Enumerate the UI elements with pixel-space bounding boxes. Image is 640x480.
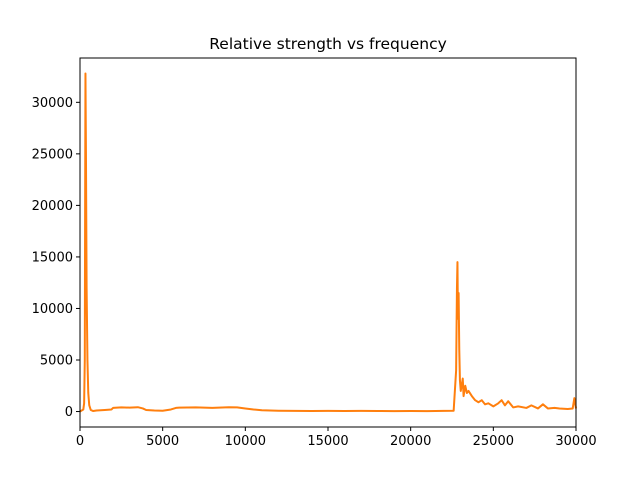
series-line-0 — [79, 72, 577, 413]
y-axis: 0 5000 10000 15000 20000 25000 30000 — [32, 96, 80, 420]
plot-area — [79, 72, 577, 413]
y-tick-label: 25000 — [32, 147, 73, 162]
x-tick-label: 30000 — [555, 434, 596, 449]
x-axis: 0 5000 10000 15000 20000 25000 30000 — [76, 427, 597, 449]
x-tick-label: 5000 — [146, 434, 179, 449]
x-tick-label: 25000 — [473, 434, 514, 449]
y-tick-label: 10000 — [32, 302, 73, 317]
y-tick-label: 0 — [65, 405, 73, 420]
chart-title: Relative strength vs frequency — [209, 35, 447, 53]
y-tick-label: 30000 — [32, 96, 73, 111]
x-tick-label: 0 — [76, 434, 84, 449]
x-tick-label: 10000 — [225, 434, 266, 449]
x-tick-label: 15000 — [307, 434, 348, 449]
x-tick-label: 20000 — [390, 434, 431, 449]
y-tick-label: 5000 — [40, 354, 73, 369]
y-tick-label: 20000 — [32, 199, 73, 214]
y-tick-label: 15000 — [32, 250, 73, 265]
